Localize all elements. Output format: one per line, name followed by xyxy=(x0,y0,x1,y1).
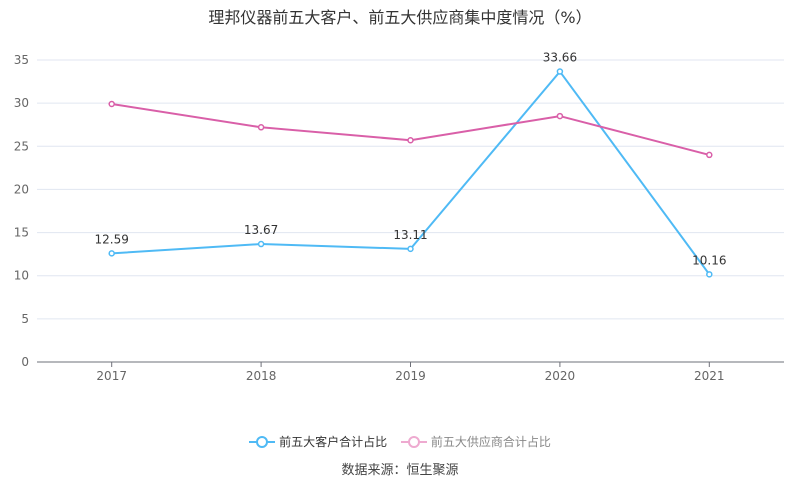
data-point xyxy=(257,124,265,131)
y-tick-label: 10 xyxy=(14,269,29,283)
data-point xyxy=(407,245,414,253)
data-point xyxy=(257,240,265,248)
legend-item-customers[interactable]: 前五大客户合计占比 xyxy=(249,433,387,450)
data-point xyxy=(407,136,414,144)
x-tick-label: 2017 xyxy=(96,369,127,383)
data-point xyxy=(108,250,115,257)
data-point xyxy=(108,100,115,108)
y-tick-label: 15 xyxy=(14,226,29,240)
legend: 前五大客户合计占比 前五大供应商合计占比 xyxy=(0,433,800,452)
chart-title: 理邦仪器前五大客户、前五大供应商集中度情况（%） xyxy=(208,8,592,27)
data-label: 10.16 xyxy=(692,253,726,267)
y-tick-label: 0 xyxy=(21,355,29,369)
x-tick-label: 2019 xyxy=(395,369,426,383)
data-label: 13.11 xyxy=(393,228,427,242)
data-label: 33.66 xyxy=(543,51,577,65)
x-tick-label: 2020 xyxy=(545,369,576,383)
x-tick-label: 2021 xyxy=(694,369,725,383)
y-tick-label: 5 xyxy=(21,312,29,326)
y-tick-label: 25 xyxy=(14,139,29,153)
series-line-0 xyxy=(111,69,711,275)
legend-item-suppliers[interactable]: 前五大供应商合计占比 xyxy=(400,433,551,450)
legend-label: 前五大客户合计占比 xyxy=(279,435,388,449)
y-tick-label: 35 xyxy=(14,53,29,67)
legend-marker-icon xyxy=(249,435,276,448)
series-line-1 xyxy=(111,103,710,156)
legend-label: 前五大供应商合计占比 xyxy=(430,435,551,449)
data-point xyxy=(556,112,564,120)
legend-marker-icon xyxy=(400,435,427,448)
x-tick-label: 2018 xyxy=(246,369,277,383)
y-tick-label: 20 xyxy=(14,182,29,196)
data-label: 13.67 xyxy=(244,223,278,237)
data-point xyxy=(706,151,713,159)
y-tick-label: 30 xyxy=(14,96,29,110)
data-label: 12.59 xyxy=(95,232,129,246)
source-note: 数据来源：恒生聚源 xyxy=(341,463,459,478)
data-point xyxy=(706,271,713,278)
data-point xyxy=(556,68,564,75)
